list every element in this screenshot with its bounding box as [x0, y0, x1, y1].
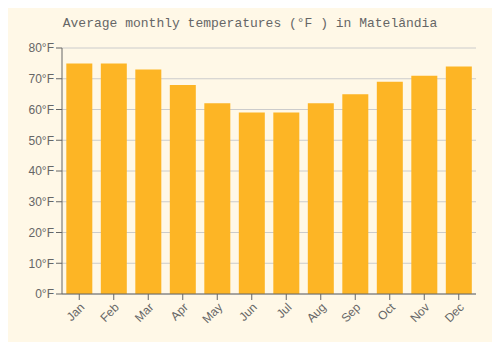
- svg-text:Mar: Mar: [132, 300, 157, 325]
- svg-text:Oct: Oct: [375, 300, 399, 324]
- html-text:Average monthly temperatures (: Average monthly temperatures (°F ) in Ma…: [62, 16, 438, 31]
- svg-text:Aug: Aug: [304, 300, 329, 325]
- svg-text:60°F: 60°F: [29, 103, 54, 117]
- svg-text:Jul: Jul: [274, 300, 295, 321]
- svg-text:Dec: Dec: [442, 300, 467, 325]
- svg-text:Jun: Jun: [236, 300, 260, 324]
- svg-text:50°F: 50°F: [29, 134, 54, 148]
- svg-text:80°F: 80°F: [29, 41, 54, 55]
- svg-text:30°F: 30°F: [29, 195, 54, 209]
- svg-text:40°F: 40°F: [29, 164, 54, 178]
- svg-text:Jan: Jan: [64, 300, 88, 324]
- svg-text:Apr: Apr: [168, 300, 191, 323]
- svg-text:20°F: 20°F: [29, 226, 54, 240]
- svg-text:70°F: 70°F: [29, 72, 54, 86]
- svg-text:Feb: Feb: [97, 300, 122, 325]
- svg-text:Nov: Nov: [407, 300, 432, 325]
- svg-text:10°F: 10°F: [29, 257, 54, 271]
- svg-text:Sep: Sep: [338, 300, 363, 325]
- svg-text:May: May: [199, 300, 225, 326]
- svg-text:0°F: 0°F: [35, 287, 54, 301]
